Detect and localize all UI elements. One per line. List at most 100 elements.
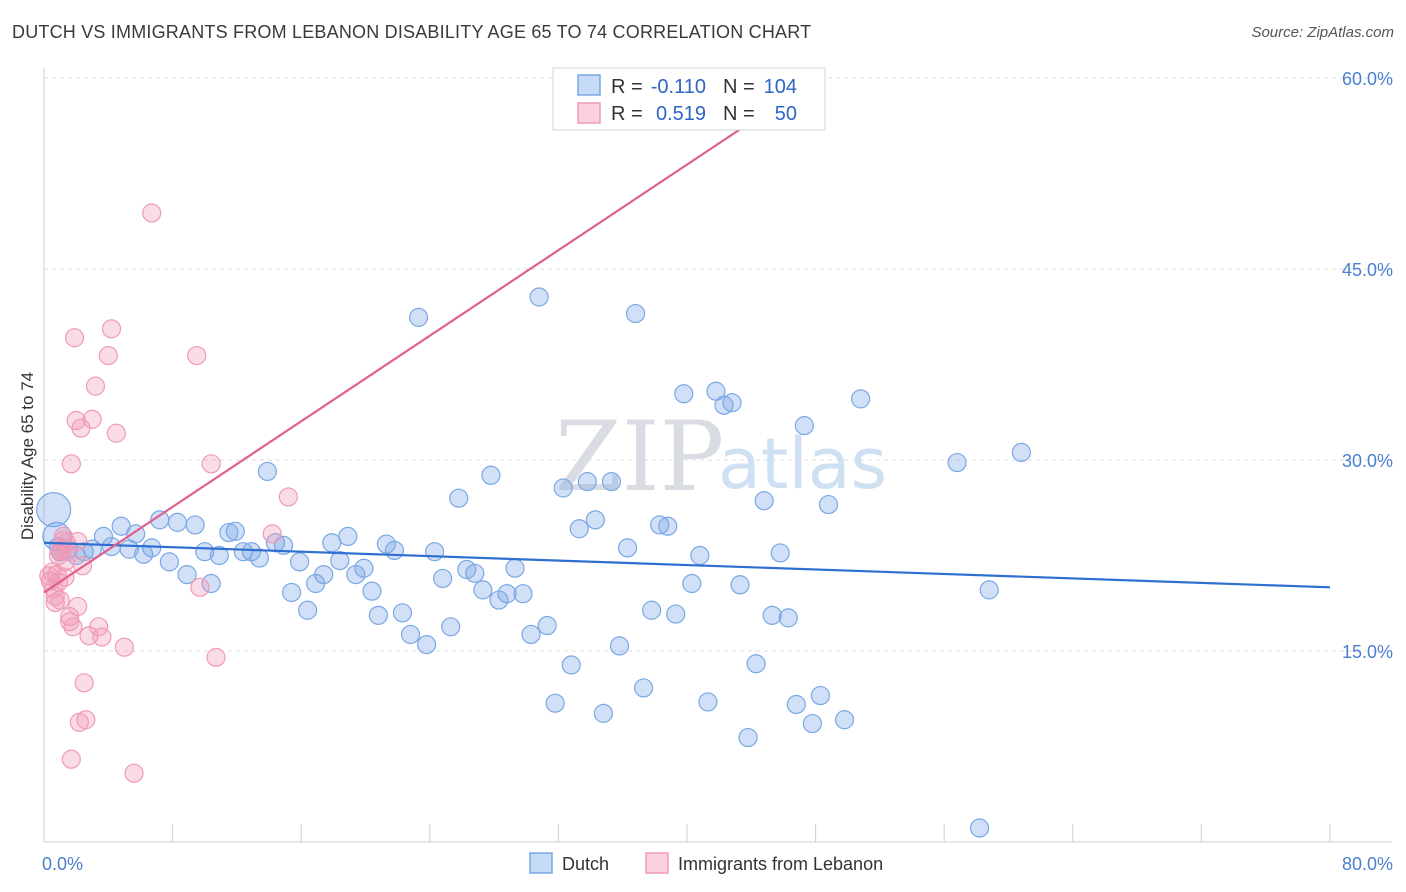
legend-n-value-dutch: 104 xyxy=(764,76,797,98)
dutch-point xyxy=(400,624,421,645)
dutch-point xyxy=(818,494,839,515)
dutch-point xyxy=(159,552,179,572)
bottom-legend-label-dutch: Dutch xyxy=(562,854,609,874)
dutch-point xyxy=(810,685,831,706)
legend-r-label-dutch: R = xyxy=(611,76,643,98)
dutch-point xyxy=(142,538,162,558)
dutch-point xyxy=(481,465,501,485)
x-tick-label: 80.0% xyxy=(1342,854,1393,874)
dutch-point xyxy=(408,307,429,327)
lebanon-point xyxy=(190,577,210,597)
lebanon-point xyxy=(201,454,221,474)
dutch-point xyxy=(354,558,374,578)
dutch-point xyxy=(298,600,318,620)
y-tick-label: 45.0% xyxy=(1342,260,1393,280)
dutch-point xyxy=(177,564,197,585)
dutch-point xyxy=(730,575,750,595)
legend-r-label-lebanon: R = xyxy=(611,103,643,125)
dutch-point xyxy=(658,516,678,536)
lebanon-point xyxy=(60,612,80,632)
dutch-point xyxy=(979,580,999,600)
dutch-point xyxy=(505,558,525,578)
legend-box: R = -0.110 N = 104 R = 0.519 N = 50 xyxy=(552,67,826,131)
dutch-point xyxy=(593,703,614,723)
watermark-atlas: atlas xyxy=(718,423,887,505)
dutch-point xyxy=(650,515,670,535)
dutch-point xyxy=(521,624,541,645)
dutch-point xyxy=(746,654,766,674)
lebanon-point xyxy=(114,637,134,657)
lebanon-point xyxy=(55,552,75,572)
legend-n-label-lebanon: N = xyxy=(723,103,755,125)
dutch-point xyxy=(577,472,597,492)
dutch-point xyxy=(392,603,413,623)
dutch-point xyxy=(802,713,822,734)
dutch-point xyxy=(384,540,405,561)
lebanon-point xyxy=(262,524,282,544)
legend-r-value-dutch: -0.110 xyxy=(651,76,706,98)
bottom-legend: Dutch Immigrants from Lebanon xyxy=(529,852,883,874)
lebanon-point xyxy=(98,345,118,366)
lebanon-point xyxy=(142,203,162,223)
legend-n-label-dutch: N = xyxy=(723,76,755,98)
dutch-point xyxy=(617,538,638,558)
lebanon-point xyxy=(61,749,81,769)
dutch-point xyxy=(185,515,205,535)
y-tick-label: 60.0% xyxy=(1342,69,1393,89)
dutch-point xyxy=(537,615,557,636)
dutch-point xyxy=(167,512,188,532)
dutch-point xyxy=(368,605,388,625)
dutch-point xyxy=(330,550,350,571)
lebanon-point xyxy=(50,540,70,561)
lebanon-point xyxy=(187,345,207,366)
dutch-point xyxy=(219,522,239,543)
dutch-point xyxy=(666,604,686,624)
lebanon-point xyxy=(64,328,85,348)
y-tick-label: 30.0% xyxy=(1342,451,1393,471)
dutch-point xyxy=(473,580,493,600)
bottom-legend-label-lebanon: Immigrants from Lebanon xyxy=(678,854,883,874)
dutch-point xyxy=(698,692,718,712)
watermark: ZIP atlas xyxy=(555,401,887,513)
dutch-point xyxy=(209,545,229,566)
dutch-point xyxy=(314,564,334,585)
dutch-trend-line xyxy=(43,541,1331,589)
dutch-point xyxy=(794,416,814,436)
dutch-point xyxy=(834,710,855,730)
lebanon-point xyxy=(60,607,80,627)
dutch-point xyxy=(201,573,221,594)
dutch-point xyxy=(947,452,967,473)
axes xyxy=(43,68,1392,843)
dutch-point xyxy=(465,563,485,583)
lebanon-point xyxy=(101,319,122,339)
dutch-point xyxy=(674,384,694,404)
lebanon-point xyxy=(85,376,106,396)
dutch-point xyxy=(690,545,710,566)
lebanon-point xyxy=(61,454,81,474)
lebanon-point xyxy=(82,409,102,429)
chart-title: DUTCH VS IMMIGRANTS FROM LEBANON DISABIL… xyxy=(12,22,812,42)
legend-r-value-lebanon: 0.519 xyxy=(656,103,706,125)
dutch-point xyxy=(497,584,517,604)
lebanon-point xyxy=(68,531,88,552)
legend-n-value-lebanon: 50 xyxy=(775,103,797,125)
dutch-point xyxy=(762,605,782,625)
dutch-point xyxy=(289,552,310,572)
lebanon-trend-line xyxy=(43,77,818,594)
dutch-point xyxy=(642,600,662,620)
y-axis-label: Disability Age 65 to 74 xyxy=(18,372,37,540)
lebanon-point xyxy=(92,627,112,647)
legend-swatch-dutch xyxy=(577,74,601,96)
data-points xyxy=(36,68,1031,838)
dutch-point xyxy=(513,584,533,604)
dutch-point xyxy=(433,568,453,589)
dutch-point xyxy=(851,389,871,409)
dutch-point xyxy=(601,472,622,492)
dutch-point xyxy=(633,678,654,698)
dutch-point xyxy=(569,519,589,539)
lebanon-point xyxy=(278,487,298,507)
y-tick-labels: 15.0% 30.0% 45.0% 60.0% xyxy=(1342,69,1393,662)
dutch-point xyxy=(969,818,990,838)
dutch-point xyxy=(529,287,549,307)
